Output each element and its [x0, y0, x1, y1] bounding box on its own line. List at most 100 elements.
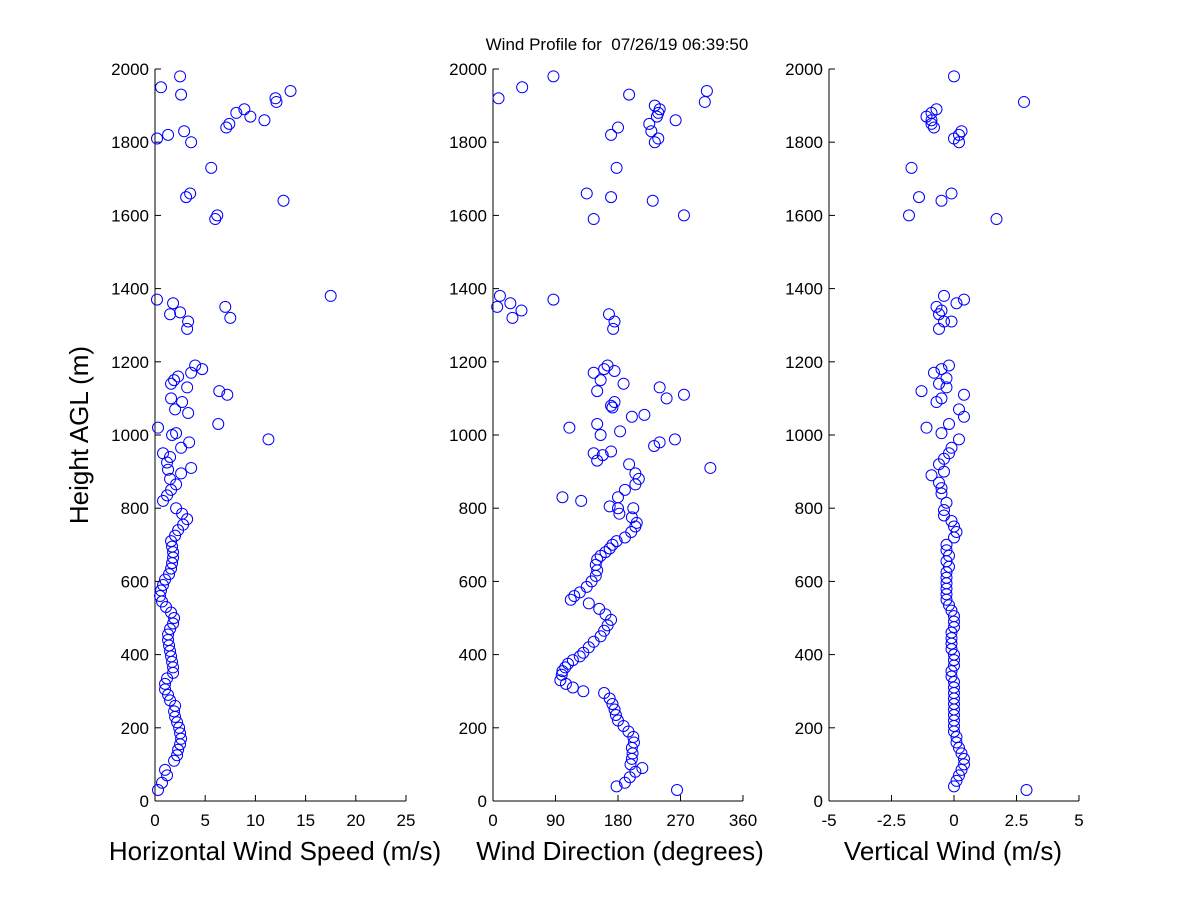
data-point — [603, 542, 616, 555]
data-point — [945, 626, 958, 639]
data-point — [623, 88, 636, 101]
y-tick-label: 1200 — [785, 353, 823, 372]
data-point — [935, 392, 948, 405]
x-tick-label: -5 — [821, 811, 836, 830]
data-point — [324, 289, 337, 302]
data-point — [704, 461, 717, 474]
data-point — [161, 769, 174, 782]
y-tick-label: 1800 — [785, 133, 823, 152]
y-tick-label: 0 — [814, 792, 823, 811]
figure-title: Wind Profile for 07/26/19 06:39:50 — [486, 35, 749, 54]
data-point — [547, 293, 560, 306]
data-point — [669, 114, 682, 127]
data-point — [945, 441, 958, 454]
data-point — [990, 213, 1003, 226]
data-point — [182, 315, 195, 328]
data-point — [943, 447, 955, 460]
data-point — [155, 584, 168, 597]
x-tick-label: 15 — [296, 811, 315, 830]
data-point — [613, 507, 626, 520]
data-point — [928, 121, 940, 134]
data-series — [491, 70, 717, 797]
data-point — [168, 754, 181, 767]
data-point — [162, 463, 175, 476]
y-tick-label: 400 — [121, 646, 149, 665]
data-point — [610, 780, 623, 793]
data-point — [945, 632, 958, 645]
data-point — [627, 502, 640, 515]
data-point — [277, 194, 290, 207]
data-point — [219, 300, 232, 313]
data-point — [591, 385, 604, 398]
data-point — [152, 421, 165, 434]
data-point — [162, 128, 175, 141]
x-tick-label: 2.5 — [1005, 811, 1029, 830]
data-point — [159, 677, 172, 690]
data-point — [945, 670, 958, 683]
data-point — [943, 599, 955, 612]
x-axis-label: Wind Direction (degrees) — [476, 836, 764, 866]
x-tick-label: 25 — [397, 811, 416, 830]
data-point — [950, 774, 963, 787]
y-tick-label: 200 — [459, 719, 487, 738]
data-point — [607, 322, 620, 335]
data-point — [168, 705, 181, 718]
data-point — [211, 209, 224, 222]
data-point — [948, 681, 960, 694]
data-point — [577, 685, 590, 698]
data-point — [591, 418, 604, 431]
y-tick-label: 1800 — [111, 133, 149, 152]
data-point — [184, 187, 197, 200]
x-tick-label: 0 — [488, 811, 497, 830]
x-tick-label: 10 — [246, 811, 265, 830]
data-point — [244, 110, 257, 123]
data-point — [610, 535, 623, 548]
y-tick-label: 1400 — [785, 280, 823, 299]
x-tick-label: 270 — [666, 811, 694, 830]
data-point — [953, 433, 965, 446]
data-point — [151, 293, 164, 306]
y-tick-label: 1000 — [449, 426, 487, 445]
y-tick-label: 400 — [795, 646, 823, 665]
data-point — [154, 590, 167, 603]
data-point — [171, 749, 184, 762]
x-tick-label: 180 — [604, 811, 632, 830]
data-point — [174, 306, 187, 319]
data-point — [152, 784, 165, 797]
data-point — [948, 676, 960, 689]
data-point — [175, 88, 188, 101]
data-point — [175, 441, 188, 454]
subplot-3: 0 200 400 600 800 1000 1200 1400 1600 1800 2000 -5 -… — [785, 60, 1084, 866]
data-point — [238, 103, 251, 116]
data-point — [609, 708, 622, 721]
data-series — [903, 70, 1033, 797]
data-point — [493, 289, 506, 302]
data-point — [596, 449, 609, 462]
y-tick-label: 600 — [459, 572, 487, 591]
data-point — [221, 388, 234, 401]
data-point — [903, 209, 915, 222]
x-axis-label: Horizontal Wind Speed (m/s) — [109, 836, 441, 866]
data-point — [935, 194, 948, 207]
y-tick-label: 800 — [795, 499, 823, 518]
data-point — [593, 602, 606, 615]
data-point — [603, 500, 616, 513]
x-tick-label: 0 — [150, 811, 159, 830]
data-point — [677, 388, 690, 401]
y-tick-label: 400 — [459, 646, 487, 665]
y-tick-label: 600 — [795, 572, 823, 591]
data-point — [935, 487, 948, 500]
y-tick-label: 2000 — [449, 60, 487, 79]
data-point — [915, 385, 928, 398]
data-point — [953, 769, 965, 782]
y-axis-label: Height AGL (m) — [64, 346, 94, 524]
data-point — [167, 297, 180, 310]
data-point — [196, 363, 209, 376]
data-point — [605, 399, 618, 412]
data-point — [172, 370, 185, 383]
data-point — [625, 410, 638, 423]
data-point — [646, 194, 659, 207]
data-point — [950, 730, 963, 743]
data-point — [614, 425, 627, 438]
data-point — [591, 553, 604, 566]
